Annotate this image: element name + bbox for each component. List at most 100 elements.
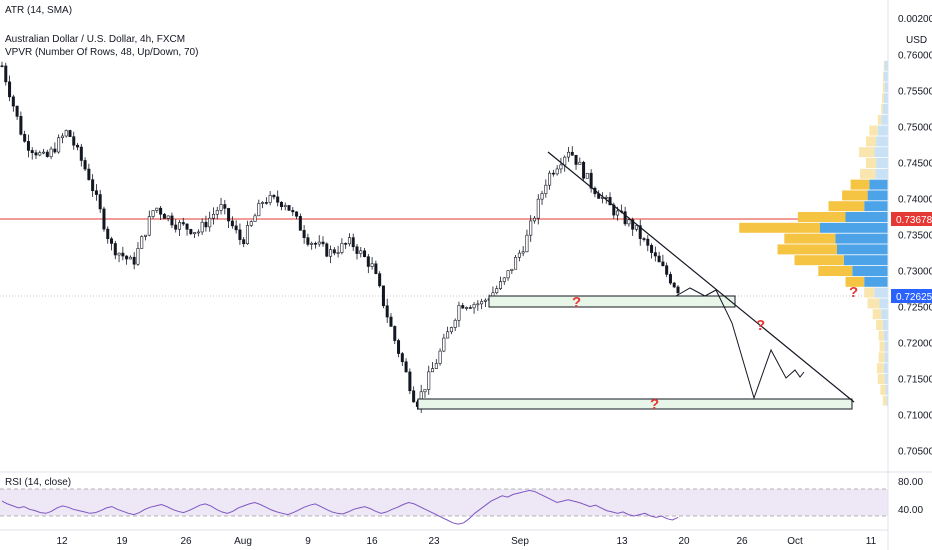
candle-body bbox=[23, 134, 27, 142]
candle-body bbox=[276, 196, 280, 203]
vp-up-bar bbox=[883, 330, 888, 341]
candle-body bbox=[4, 65, 8, 83]
candle-body bbox=[559, 164, 563, 170]
candle-body bbox=[306, 237, 310, 245]
vp-down-bar bbox=[865, 136, 877, 147]
vp-down-bar bbox=[881, 104, 883, 114]
vp-up-bar bbox=[876, 136, 888, 147]
vp-down-bar bbox=[877, 114, 882, 125]
time-tick: Oct bbox=[787, 536, 803, 547]
candle-body bbox=[117, 252, 121, 256]
candle-body bbox=[283, 205, 287, 208]
candle-body bbox=[510, 268, 514, 271]
candle-body bbox=[234, 225, 238, 231]
price-tick: 0.72000 bbox=[898, 339, 932, 350]
time-tick: 11 bbox=[866, 536, 877, 547]
price-tick: 0.74000 bbox=[898, 195, 932, 206]
candle-body bbox=[181, 222, 185, 225]
candle-body bbox=[140, 236, 144, 249]
vp-down-bar bbox=[828, 201, 865, 212]
volume-profile bbox=[739, 60, 888, 406]
candle-body bbox=[646, 238, 650, 246]
time-tick: 13 bbox=[616, 536, 628, 547]
candle-body bbox=[159, 207, 163, 215]
candle-body bbox=[412, 390, 416, 403]
vp-up-bar bbox=[874, 147, 888, 158]
price-tick: 0.75500 bbox=[898, 87, 932, 98]
price-tick: 0.73000 bbox=[898, 267, 932, 278]
candle-body bbox=[132, 256, 136, 265]
vp-down-bar bbox=[879, 341, 885, 352]
vp-down-bar bbox=[877, 374, 885, 384]
candle-body bbox=[128, 256, 132, 260]
candle-body bbox=[121, 252, 125, 257]
candle-body bbox=[408, 371, 412, 392]
vp-up-bar bbox=[875, 168, 888, 179]
vp-down-bar bbox=[865, 158, 877, 168]
vp-up-bar bbox=[837, 244, 888, 255]
vp-down-bar bbox=[859, 147, 875, 158]
time-tick: 16 bbox=[366, 536, 378, 547]
candle-body bbox=[170, 215, 174, 226]
vpvr-legend[interactable]: VPVR (Number Of Rows, 48, Up/Down, 70) bbox=[5, 47, 199, 58]
candle-body bbox=[355, 246, 359, 254]
support-zone-upper[interactable] bbox=[488, 295, 736, 308]
candle-body bbox=[525, 234, 529, 253]
support-zone-lower[interactable] bbox=[417, 398, 853, 410]
time-tick: Aug bbox=[234, 536, 252, 547]
candle-body bbox=[245, 225, 249, 245]
candle-body bbox=[151, 210, 155, 217]
vp-down-bar bbox=[872, 309, 882, 320]
vp-down-bar bbox=[845, 276, 865, 287]
projection-path[interactable] bbox=[675, 287, 805, 400]
rsi-band bbox=[0, 489, 888, 516]
candle-body bbox=[446, 331, 450, 339]
candle-body bbox=[166, 215, 170, 219]
candle-body bbox=[332, 249, 336, 254]
candle-body bbox=[423, 389, 427, 393]
candle-body bbox=[196, 231, 200, 234]
candle-body bbox=[536, 198, 540, 219]
candle-body bbox=[26, 141, 30, 151]
candle-body bbox=[631, 219, 635, 230]
vp-up-bar bbox=[883, 363, 888, 374]
candle-body bbox=[211, 213, 215, 219]
vp-down-bar bbox=[883, 60, 885, 71]
candle-body bbox=[162, 213, 166, 219]
rsi-legend[interactable]: RSI (14, close) bbox=[5, 477, 72, 488]
candle-body bbox=[502, 277, 506, 282]
candle-body bbox=[634, 225, 638, 230]
vp-up-bar bbox=[876, 158, 888, 168]
candle-body bbox=[279, 201, 283, 208]
resistance-price-tag bbox=[891, 212, 932, 226]
vp-up-bar bbox=[835, 233, 888, 244]
resistance-price-tag-text: 0.73678 bbox=[896, 215, 932, 226]
candle-body bbox=[347, 237, 351, 245]
price-tick: 0.72500 bbox=[898, 303, 932, 314]
vp-up-bar bbox=[879, 298, 888, 309]
candle-body bbox=[612, 204, 616, 216]
candle-body bbox=[370, 263, 374, 267]
candle-body bbox=[268, 195, 272, 203]
atr-legend[interactable]: ATR (14, SMA) bbox=[5, 5, 73, 16]
time-axis[interactable]: 12 19 26 Aug 9 16 23 Sep 13 20 26 Oct 11 bbox=[56, 536, 876, 547]
time-tick: 20 bbox=[678, 536, 690, 547]
candle-body bbox=[34, 152, 38, 156]
vp-up-bar bbox=[883, 93, 888, 104]
candle-body bbox=[72, 136, 76, 146]
candle-body bbox=[38, 152, 42, 156]
price-axis[interactable]: 0.76000 0.75500 0.75000 0.74500 0.74000 0.735… bbox=[898, 51, 932, 458]
question-mark-1: ? bbox=[572, 294, 581, 311]
candle-body bbox=[49, 148, 53, 157]
rsi-tick-80: 80.00 bbox=[898, 477, 923, 488]
candle-body bbox=[113, 243, 117, 256]
candle-body bbox=[242, 239, 246, 245]
candle-body bbox=[638, 225, 642, 239]
vp-down-bar bbox=[876, 320, 883, 330]
vp-down-bar bbox=[876, 363, 884, 374]
descending-trendline[interactable] bbox=[547, 151, 855, 403]
candle-body bbox=[45, 151, 49, 157]
candle-body bbox=[147, 216, 151, 236]
vp-up-bar bbox=[884, 374, 888, 384]
